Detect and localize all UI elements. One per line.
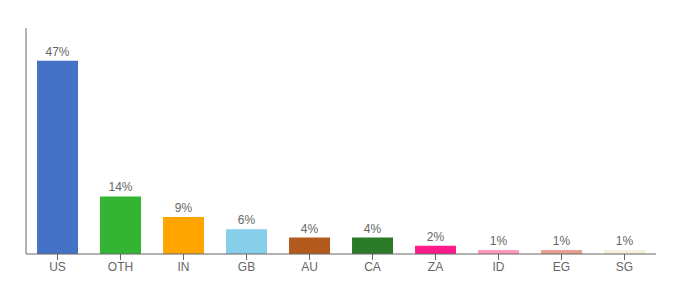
svg-text:OTH: OTH	[108, 260, 133, 274]
svg-text:IN: IN	[178, 260, 190, 274]
svg-text:6%: 6%	[238, 213, 256, 227]
svg-text:47%: 47%	[46, 45, 70, 59]
svg-text:ID: ID	[493, 260, 505, 274]
svg-text:4%: 4%	[301, 222, 319, 236]
svg-text:2%: 2%	[427, 230, 445, 244]
svg-text:AU: AU	[301, 260, 318, 274]
svg-text:CA: CA	[364, 260, 381, 274]
svg-text:4%: 4%	[364, 222, 382, 236]
svg-text:1%: 1%	[616, 234, 634, 248]
svg-text:EG: EG	[553, 260, 570, 274]
svg-text:ZA: ZA	[428, 260, 443, 274]
svg-text:US: US	[49, 260, 66, 274]
svg-text:SG: SG	[616, 260, 633, 274]
svg-text:9%: 9%	[175, 201, 193, 215]
svg-text:1%: 1%	[553, 234, 571, 248]
svg-text:GB: GB	[238, 260, 255, 274]
svg-text:14%: 14%	[109, 180, 133, 194]
svg-text:1%: 1%	[490, 234, 508, 248]
